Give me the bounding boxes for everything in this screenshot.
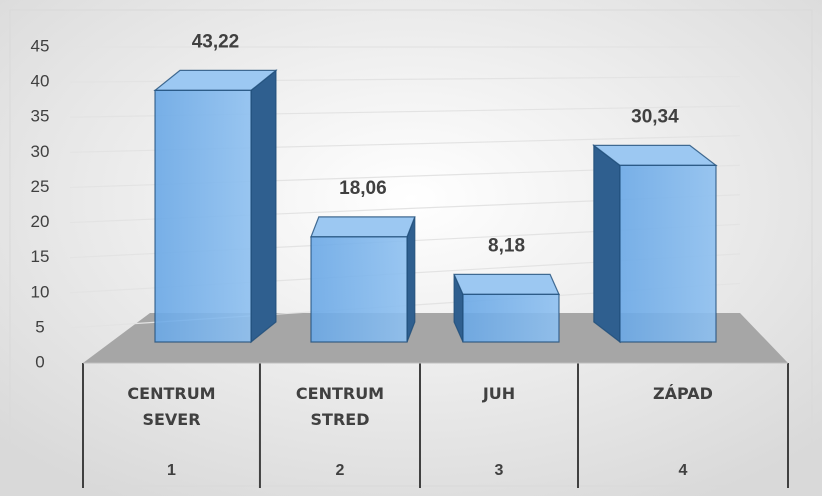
y-tick-label: 0 xyxy=(35,352,44,371)
y-tick-label: 25 xyxy=(31,177,50,196)
y-tick-label: 40 xyxy=(31,72,50,91)
bar xyxy=(453,273,560,343)
y-tick-label: 20 xyxy=(31,212,50,231)
data-label: 30,34 xyxy=(631,106,679,127)
category-label: CENTRUM SEVER xyxy=(127,384,216,429)
y-tick-label: 5 xyxy=(35,317,44,336)
bar-front xyxy=(310,236,408,343)
border xyxy=(9,9,813,487)
bar-front xyxy=(619,164,717,343)
y-tick-label: 45 xyxy=(31,36,50,55)
bar-front xyxy=(154,89,252,343)
y-tick-label: 10 xyxy=(31,282,50,301)
bar xyxy=(310,216,416,343)
category-label: CENTRUM STRED xyxy=(295,384,385,429)
subcategory-label: 3 xyxy=(495,462,504,479)
y-tick-label: 30 xyxy=(31,142,50,161)
data-label: 8,18 xyxy=(488,235,525,256)
bar-side xyxy=(250,69,277,344)
bar-side xyxy=(593,144,621,344)
bar-side xyxy=(406,216,416,343)
bar-top xyxy=(310,216,416,238)
subcategory-label: 1 xyxy=(167,462,176,479)
y-tick-label: 35 xyxy=(31,107,50,126)
category-label: JUH xyxy=(482,384,516,403)
bar xyxy=(153,69,278,344)
bar-front xyxy=(462,293,560,343)
subcategory-label: 4 xyxy=(679,462,688,479)
data-label: 43,22 xyxy=(192,31,240,52)
category-label: ZÁPAD xyxy=(653,384,713,403)
y-tick-label: 15 xyxy=(31,247,50,266)
data-label: 18,06 xyxy=(339,178,387,199)
bar xyxy=(592,144,718,344)
bar-top xyxy=(453,273,560,295)
subcategory-label: 2 xyxy=(336,462,345,479)
